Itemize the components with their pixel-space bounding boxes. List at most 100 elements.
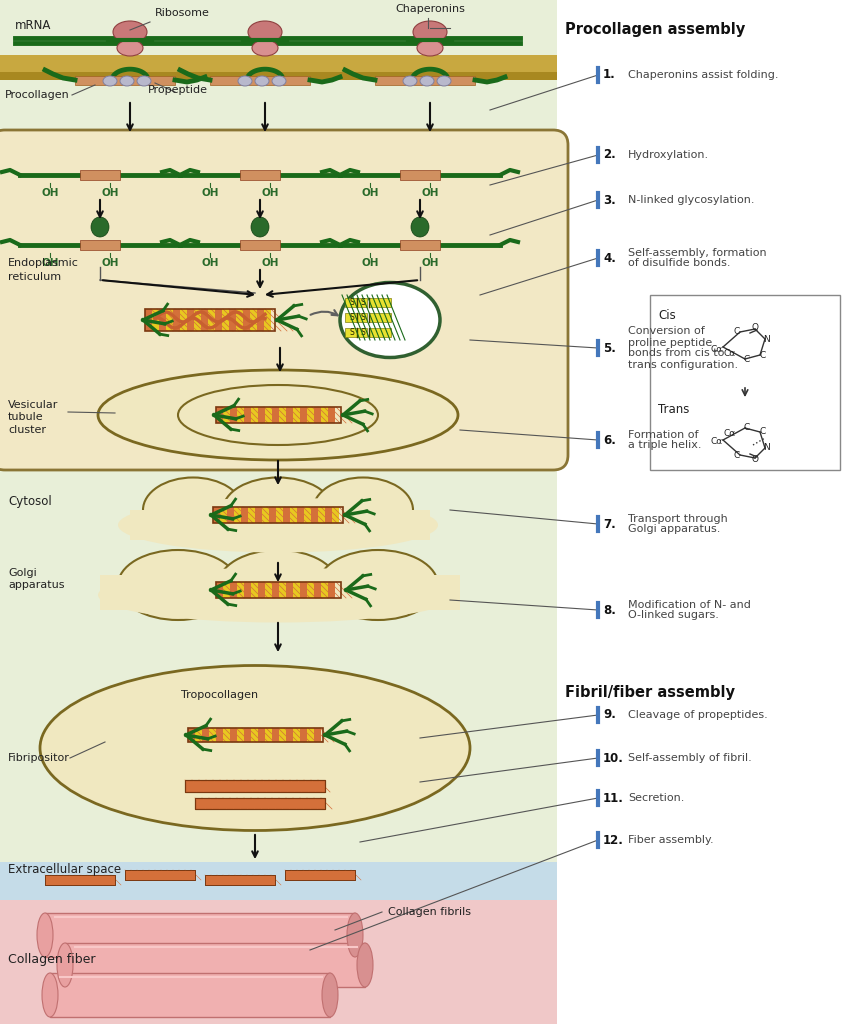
Text: C: C [760,351,766,360]
Ellipse shape [40,666,470,830]
Text: Self-assembly, formation: Self-assembly, formation [628,248,766,257]
Bar [0,0,557,862]
Text: Ribosome: Ribosome [155,8,210,18]
Bar [205,874,275,885]
Ellipse shape [357,943,373,987]
Bar [244,728,251,742]
Text: of disulfide bonds.: of disulfide bonds. [628,258,730,268]
Text: Endoplasmic
reticulum: Endoplasmic reticulum [8,258,79,282]
Bar [328,582,335,598]
Text: Chaperonins assist folding.: Chaperonins assist folding. [628,70,778,80]
Text: O: O [751,323,759,332]
Bar [285,870,355,880]
Bar [369,298,391,307]
Ellipse shape [118,498,438,553]
Text: N: N [764,335,771,343]
Text: 10.: 10. [603,752,624,765]
Bar [213,507,220,523]
Text: 2.: 2. [603,148,616,162]
Text: OH: OH [261,188,278,198]
Bar [222,309,229,331]
Bar [255,507,262,523]
Bar [244,582,251,598]
Text: Modification of N- and: Modification of N- and [628,599,751,609]
Bar [80,170,120,180]
Bar [400,170,440,180]
Text: 1.: 1. [603,69,616,82]
Text: Procollagen: Procollagen [5,90,69,100]
Text: 12.: 12. [603,834,624,847]
Bar [244,407,251,423]
Bar [80,240,120,250]
Bar [265,407,272,423]
Bar [279,728,286,742]
Bar [345,328,367,337]
Text: O: O [751,456,759,465]
Bar [202,728,209,742]
Bar [307,728,314,742]
Bar [230,582,237,598]
Bar [229,309,236,331]
Bar [216,728,223,742]
Bar [100,575,460,610]
Ellipse shape [251,217,269,237]
Bar [369,313,391,322]
Bar [345,313,367,322]
Bar [125,870,195,880]
Bar [276,507,283,523]
Bar [375,76,475,85]
Bar [345,298,367,307]
Bar [195,798,325,809]
Ellipse shape [347,913,363,957]
Bar [258,728,265,742]
Ellipse shape [218,550,338,620]
Text: Self-assembly of fibril.: Self-assembly of fibril. [628,753,752,763]
Ellipse shape [252,40,278,56]
Bar [216,407,341,423]
Bar [258,407,265,423]
Bar [173,309,180,331]
Text: N: N [764,443,771,453]
Text: OH: OH [41,258,58,268]
Bar [216,582,341,598]
Text: C: C [733,452,740,461]
Bar [209,728,216,742]
Text: 11.: 11. [603,792,624,805]
Bar [290,507,297,523]
Bar [243,309,250,331]
Ellipse shape [340,283,440,357]
Bar [188,728,195,742]
Text: Tropocollagen: Tropocollagen [181,690,259,700]
Text: N-linked glycosylation.: N-linked glycosylation. [628,195,755,205]
Text: Collagen fiber: Collagen fiber [8,953,96,967]
Bar [272,582,279,598]
Bar [311,507,318,523]
Ellipse shape [117,40,143,56]
Bar [293,728,300,742]
Text: OH: OH [361,188,379,198]
Text: 6.: 6. [603,433,616,446]
Ellipse shape [318,550,438,620]
Bar [216,407,223,423]
Ellipse shape [91,217,109,237]
Text: 9.: 9. [603,709,616,722]
Bar [230,407,237,423]
Ellipse shape [411,217,429,237]
Bar [220,507,227,523]
Bar [265,728,272,742]
Text: OH: OH [261,258,278,268]
Ellipse shape [178,385,378,445]
Bar [314,407,321,423]
Bar [194,309,201,331]
Bar [201,309,208,331]
Bar [240,170,280,180]
Text: a triple helix.: a triple helix. [628,440,701,451]
Text: mRNA: mRNA [15,19,52,32]
Bar [216,582,223,598]
Ellipse shape [42,973,58,1017]
Text: S: S [360,313,365,322]
Bar [400,240,440,250]
Bar [250,309,257,331]
Bar [293,582,300,598]
Text: Cα: Cα [711,437,723,446]
